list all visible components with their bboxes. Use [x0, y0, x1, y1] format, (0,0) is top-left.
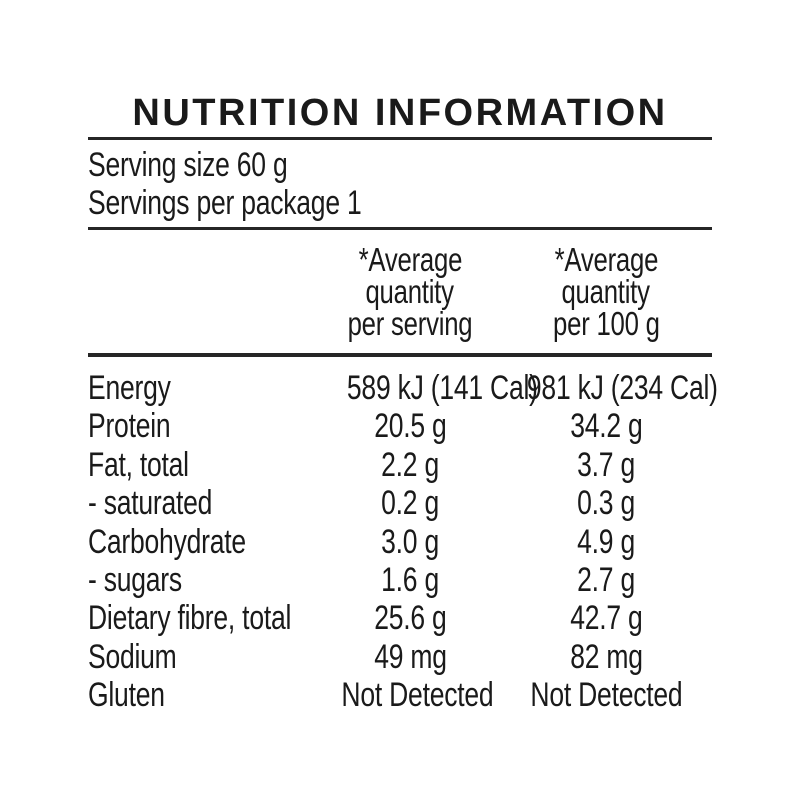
- row-label: Protein: [88, 407, 171, 446]
- column-header-spacer: [88, 244, 320, 340]
- row-value-per-serving: 20.5 g: [373, 407, 447, 446]
- row-label: Sodium: [88, 637, 177, 676]
- column-header-per-serving: *Average quantity per serving: [320, 241, 500, 342]
- row-value-per-100g: 42.7 g: [569, 599, 643, 638]
- row-value-per-serving: 589 kJ (141 Cal): [346, 369, 538, 407]
- header-line: *Average: [554, 241, 658, 278]
- row-value-per-100g: Not Detected: [530, 676, 682, 715]
- table-row-fat-total: Fat, total 2.2 g 3.7 g: [88, 446, 712, 484]
- serving-size-text: Serving size 60 g: [88, 146, 288, 184]
- servings-per-package-text: Servings per package 1: [88, 184, 362, 222]
- table-row-sodium: Sodium 49 mg 82 mg: [88, 638, 712, 676]
- column-header-per-100g: *Average quantity per 100 g: [500, 241, 712, 342]
- table-row-gluten: Gluten Not Detected Not Detected: [88, 676, 712, 714]
- table-row-dietary-fibre: Dietary fibre, total 25.6 g 42.7 g: [88, 599, 712, 637]
- header-line: quantity: [365, 273, 455, 310]
- table-row-protein: Protein 20.5 g 34.2 g: [88, 407, 712, 445]
- row-value-per-serving: 49 mg: [373, 637, 447, 676]
- serving-info: Serving size 60 g Servings per package 1: [88, 140, 712, 222]
- row-label: - saturated: [88, 484, 213, 523]
- row-label: Carbohydrate: [88, 522, 246, 561]
- header-line: per serving: [347, 305, 473, 342]
- row-value-per-100g: 2.7 g: [577, 561, 635, 600]
- table-row-energy: Energy 589 kJ (141 Cal) 981 kJ (234 Cal): [88, 369, 718, 407]
- table-row-carbohydrate: Carbohydrate 3.0 g 4.9 g: [88, 523, 712, 561]
- serving-size-line: Serving size 60 g: [88, 146, 712, 184]
- row-value-per-serving: 2.2 g: [381, 445, 439, 484]
- header-line: *Average: [358, 241, 462, 278]
- row-value-per-serving: 3.0 g: [381, 522, 439, 561]
- row-value-per-100g: 82 mg: [569, 637, 643, 676]
- row-label: Dietary fibre, total: [88, 599, 292, 638]
- panel-title: NUTRITION INFORMATION: [132, 92, 668, 134]
- row-value-per-serving: 1.6 g: [381, 561, 439, 600]
- divider-under-headers: [88, 353, 712, 357]
- divider-under-serving-info: [88, 227, 712, 230]
- row-label: Energy: [88, 369, 171, 407]
- header-line: quantity: [561, 273, 651, 310]
- row-value-per-serving: Not Detected: [341, 676, 494, 715]
- row-value-per-serving: 0.2 g: [381, 484, 439, 523]
- row-label: Gluten: [88, 676, 165, 715]
- row-value-per-100g: 0.3 g: [577, 484, 635, 523]
- servings-per-package-line: Servings per package 1: [88, 184, 712, 222]
- row-label: Fat, total: [88, 445, 189, 484]
- table-row-sugars: - sugars 1.6 g 2.7 g: [88, 561, 712, 599]
- table-row-saturated: - saturated 0.2 g 0.3 g: [88, 484, 712, 522]
- row-value-per-serving: 25.6 g: [373, 599, 447, 638]
- nutrition-table: Energy 589 kJ (141 Cal) 981 kJ (234 Cal)…: [88, 357, 718, 715]
- nutrition-panel: NUTRITION INFORMATION Serving size 60 g …: [88, 0, 718, 715]
- row-value-per-100g: 34.2 g: [569, 407, 643, 446]
- row-value-per-100g: 3.7 g: [577, 445, 635, 484]
- header-line: per 100 g: [552, 305, 660, 342]
- row-label: - sugars: [88, 561, 182, 600]
- column-header-row: *Average quantity per serving *Average q…: [88, 230, 712, 340]
- row-value-per-100g: 4.9 g: [577, 522, 635, 561]
- row-value-per-100g: 981 kJ (234 Cal): [526, 369, 718, 407]
- divider-under-title: [88, 137, 712, 140]
